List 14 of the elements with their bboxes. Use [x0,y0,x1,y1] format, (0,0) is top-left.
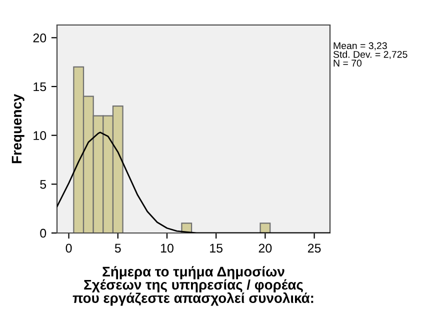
x-axis-title: Σήμερα το τμήμα Δημοσίων Σχέσεων της υπηρεσίας / φορέας που εργάζεστε απασχολεί συνολικά: [72,266,314,306]
y-tick-label: 20 [33,33,46,42]
x-tick-label: 0 [66,244,72,253]
x-tick-label: 25 [308,244,321,253]
y-axis-title: Frequency [12,94,24,164]
x-tick-label: 10 [160,244,174,253]
x-tick-label: 20 [258,244,272,253]
y-tick-label: 0 [40,228,46,238]
x-tick-label: 15 [210,244,223,253]
text: Mean = 3,23 Std. Dev. = 2,725 N = 70 [333,42,408,67]
y-tick-label: 10 [34,131,46,140]
x-tick-label: 5 [114,244,121,253]
y-tick-label: 15 [34,82,46,92]
y-tick-label: 5 [40,180,46,189]
